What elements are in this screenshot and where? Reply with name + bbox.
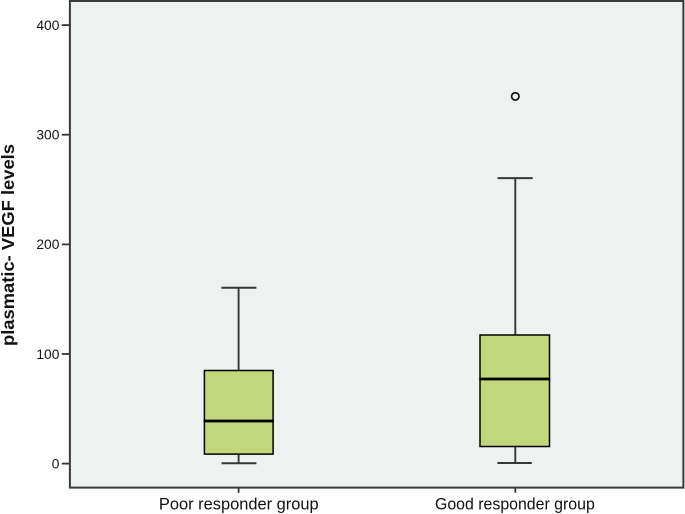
svg-text:Good responder group: Good responder group xyxy=(435,496,595,514)
svg-text:400: 400 xyxy=(36,18,59,33)
svg-text:plasmatic- VEGF levels: plasmatic- VEGF levels xyxy=(0,144,18,346)
svg-text:100: 100 xyxy=(36,347,59,362)
svg-text:300: 300 xyxy=(36,128,59,143)
svg-text:200: 200 xyxy=(36,237,59,252)
svg-text:Poor responder group: Poor responder group xyxy=(159,496,319,514)
svg-text:0: 0 xyxy=(52,456,60,471)
